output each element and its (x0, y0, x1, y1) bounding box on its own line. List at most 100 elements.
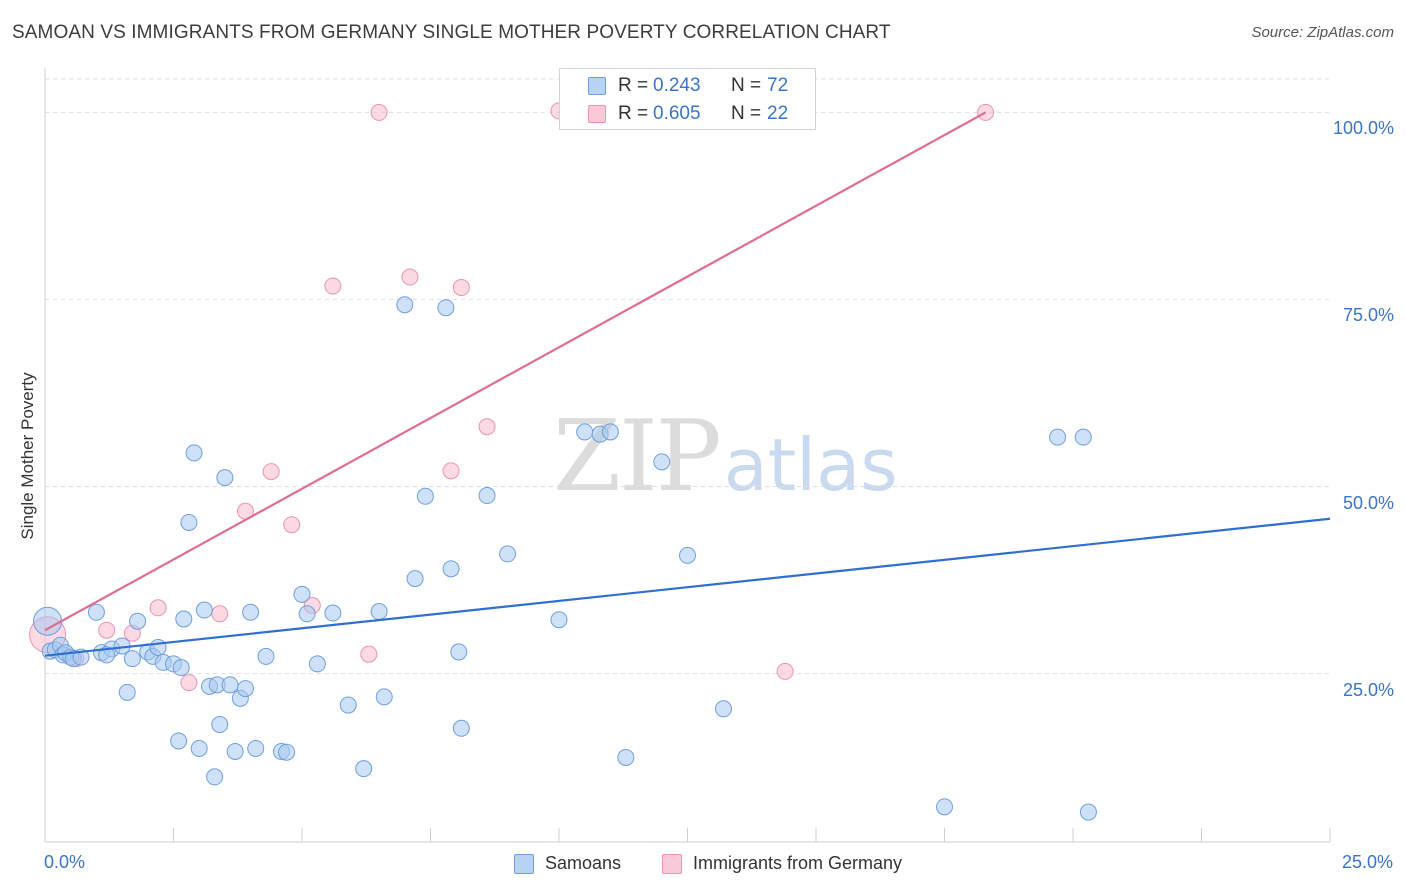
data-point-samoan (355, 760, 373, 778)
data-point-samoan (221, 676, 239, 694)
data-point-samoan (1079, 803, 1097, 821)
data-point-germany (442, 462, 460, 480)
data-point-germany (98, 621, 116, 639)
data-point-samoan (450, 643, 468, 661)
data-point-samoan (33, 606, 63, 636)
legend-n-label: N = (731, 75, 762, 96)
data-point-samoan (617, 748, 635, 766)
data-point-samoan (324, 604, 342, 622)
legend-r-value: 0.605 (653, 103, 701, 124)
data-point-germany (360, 645, 378, 663)
data-point-samoan (211, 716, 229, 734)
trend-lines (44, 111, 1331, 657)
data-point-samoan (499, 545, 517, 563)
legend-n-label: N = (731, 103, 762, 124)
data-point-samoan (679, 546, 696, 564)
legend-r-label: R = (618, 75, 649, 96)
data-point-samoan (936, 798, 953, 816)
x-tick-label-min: 0.0% (44, 852, 86, 872)
data-point-germany (324, 277, 342, 295)
data-point-germany (776, 662, 794, 680)
y-axis-label: Single Mother Poverty (18, 372, 37, 540)
trend-line-samoans (44, 517, 1331, 657)
data-point-samoan (175, 610, 193, 628)
series-swatch-germany (662, 854, 682, 874)
grid-lines (45, 78, 1330, 675)
data-point-germany (370, 103, 388, 121)
data-point-samoan (308, 655, 326, 673)
data-point-samoan (442, 560, 460, 578)
data-point-samoan (1074, 428, 1092, 446)
watermark-zip: ZIP (553, 400, 722, 514)
data-point-samoan (170, 732, 188, 750)
data-point-germany (180, 674, 198, 692)
data-point-samoan (149, 638, 167, 656)
legend-row-germany: R = 0.605 N = 22 (560, 100, 815, 128)
series-label-samoans: Samoans (545, 853, 622, 873)
series-legend: Samoans Immigrants from Germany (0, 852, 1406, 878)
data-point-samoan (406, 570, 424, 588)
data-point-samoan (452, 719, 470, 737)
data-point-samoan (190, 739, 208, 757)
data-point-samoan (257, 647, 275, 665)
data-point-samoan (478, 487, 496, 505)
data-point-samoan (247, 739, 265, 757)
data-point-samoan (396, 296, 414, 314)
data-point-samoan (195, 601, 213, 619)
data-point-samoan (370, 603, 388, 621)
chart-title: SAMOAN VS IMMIGRANTS FROM GERMANY SINGLE… (12, 22, 891, 43)
legend-row-samoans: R = 0.243 N = 72 (560, 72, 815, 100)
data-point-germany (283, 516, 301, 534)
series-swatch-samoans (514, 854, 534, 874)
data-point-germany (401, 268, 419, 286)
data-point-samoan (714, 700, 732, 718)
data-point-samoan (375, 688, 393, 706)
data-point-samoan (180, 513, 198, 531)
x-tick-label-max: 25.0% (1341, 852, 1393, 872)
data-point-samoan (437, 299, 455, 317)
data-point-samoan (87, 603, 105, 621)
series-label-germany: Immigrants from Germany (693, 853, 903, 873)
data-point-samoan (206, 768, 224, 786)
y-tick-label: 100.0% (1332, 118, 1394, 139)
data-point-samoan (236, 680, 254, 698)
watermark: ZIPatlas (553, 400, 898, 514)
germany-points (29, 102, 995, 692)
legend-n-value: 72 (767, 75, 789, 96)
data-point-samoan (278, 743, 296, 761)
y-tick-label: 50.0% (1342, 492, 1394, 513)
data-point-germany (478, 418, 496, 436)
data-point-samoan (98, 646, 116, 664)
legend-r-label: R = (618, 103, 649, 124)
data-point-samoan (129, 612, 147, 630)
data-point-samoan (601, 423, 619, 441)
y-tick-label: 25.0% (1342, 679, 1394, 700)
samoan-points (33, 296, 1097, 821)
data-point-germany (452, 279, 470, 297)
data-point-samoan (216, 469, 234, 487)
data-point-samoan (576, 423, 594, 441)
legend-swatch-samoans (588, 77, 606, 95)
data-point-samoan (1049, 428, 1067, 446)
trend-line-germany (44, 111, 987, 632)
data-point-germany (262, 463, 280, 481)
stats-legend: R = 0.243 N = 72 R = 0.605 N = 22 (559, 68, 816, 130)
data-point-samoan (339, 696, 357, 714)
watermark-atlas: atlas (723, 423, 898, 507)
data-point-samoan (298, 605, 316, 623)
data-point-samoan (293, 585, 311, 603)
legend-r-value: 0.243 (653, 75, 701, 96)
data-point-germany (149, 599, 167, 617)
data-point-samoan (123, 650, 141, 668)
data-point-germany (211, 605, 229, 623)
data-point-samoan (226, 742, 244, 760)
data-point-samoan (185, 444, 203, 462)
legend-n-value: 22 (767, 103, 789, 124)
data-point-samoan (653, 453, 671, 471)
data-point-samoan (118, 683, 136, 701)
data-point-samoan (242, 603, 260, 621)
data-point-samoan (172, 659, 190, 677)
y-tick-label: 75.0% (1342, 305, 1394, 326)
data-point-samoan (550, 611, 568, 629)
